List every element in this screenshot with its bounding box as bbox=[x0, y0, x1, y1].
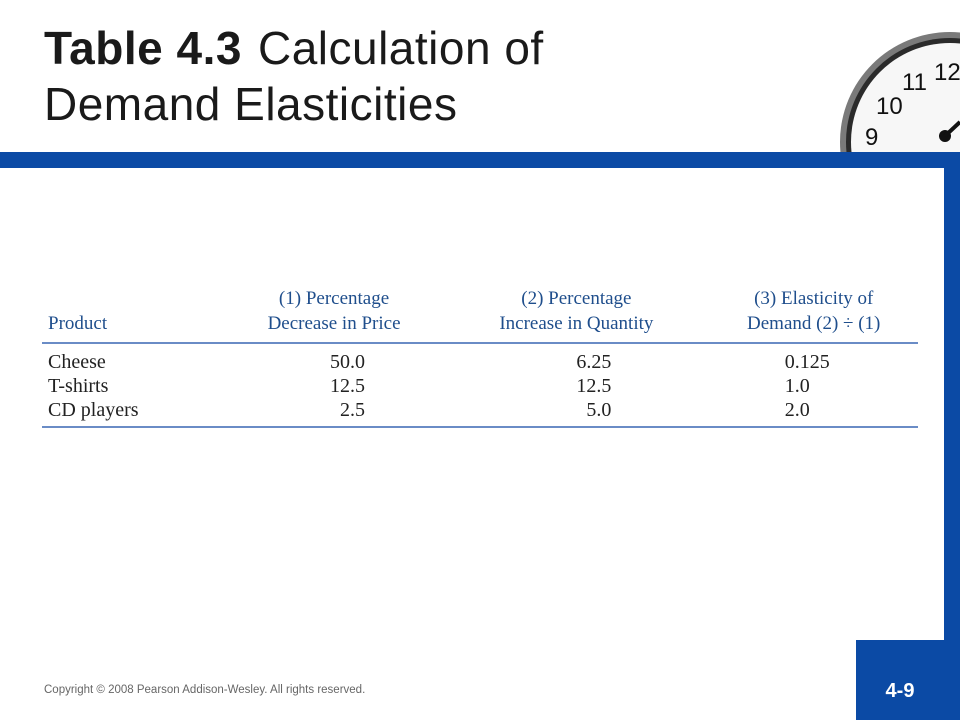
cell-price-decrease: 2.5 bbox=[224, 398, 444, 428]
cell-price-decrease: 12.5 bbox=[225, 374, 444, 398]
cell-elasticity: 1.0 bbox=[709, 374, 918, 398]
cell-quantity-increase-value: 6.25 bbox=[576, 351, 612, 373]
clock-image: 12 11 10 9 bbox=[832, 30, 960, 152]
header-price-decrease-line1: (1) Percentage bbox=[278, 288, 390, 309]
clock-graphic: 12 11 10 9 bbox=[840, 32, 960, 152]
cell-price-decrease: 50.0 bbox=[225, 343, 444, 374]
title-line1-rest: Calculation of bbox=[257, 22, 544, 74]
table-row: Cheese 50.0 6.25 0.125 bbox=[42, 343, 918, 374]
cell-elasticity: 2.0 bbox=[709, 398, 918, 428]
header-elasticity: (3) Elasticity of Demand (2) ÷ (1) bbox=[709, 284, 918, 344]
cell-quantity-increase-value: 12.5 bbox=[576, 375, 612, 397]
side-accent-bar bbox=[944, 152, 960, 720]
cell-elasticity-value: 0.125 bbox=[784, 351, 830, 373]
elasticity-table: Product (1) Percentage Decrease in Price … bbox=[42, 284, 918, 428]
header-quantity-increase-line2: Increase in Quantity bbox=[499, 313, 654, 334]
clock-numeral-11: 11 bbox=[902, 69, 927, 96]
cell-elasticity-value: 1.0 bbox=[784, 375, 810, 397]
clock-face bbox=[851, 43, 960, 152]
slide-title: Table 4.3 Calculation of Demand Elasticit… bbox=[44, 20, 544, 132]
cell-product: CD players bbox=[42, 398, 225, 428]
header-price-decrease-line2: Decrease in Price bbox=[267, 313, 401, 334]
slide-number: 4-9 bbox=[885, 680, 915, 702]
cell-product: Cheese bbox=[48, 351, 106, 373]
clock-numeral-10: 10 bbox=[876, 93, 903, 120]
header-accent-bar bbox=[0, 152, 960, 168]
header-elasticity-line2: Demand (2) ÷ (1) bbox=[747, 313, 881, 334]
title-table-number: Table 4.3 bbox=[44, 22, 242, 74]
cell-product: T-shirts bbox=[48, 375, 109, 397]
header-elasticity-line1: (3) Elasticity of bbox=[754, 288, 874, 309]
cell-price-decrease-value: 50.0 bbox=[330, 351, 366, 373]
cell-quantity-increase: 12.5 bbox=[443, 374, 709, 398]
table-row: T-shirts 12.5 12.5 1.0 bbox=[42, 374, 918, 398]
table-row: CD players 2.5 5.0 2.0 bbox=[42, 398, 918, 428]
cell-price-decrease-value: 12.5 bbox=[330, 375, 366, 397]
clock-numeral-12: 12 bbox=[934, 59, 960, 86]
header-product: Product bbox=[42, 284, 225, 344]
cell-quantity-increase: 5.0 bbox=[443, 398, 710, 428]
clock-numeral-9: 9 bbox=[865, 124, 878, 151]
header-product-label: Product bbox=[48, 313, 108, 334]
clock-hand bbox=[943, 120, 960, 138]
slide-number-box bbox=[856, 640, 960, 720]
cell-elasticity-value: 2.0 bbox=[784, 399, 810, 421]
cell-quantity-increase-value: 5.0 bbox=[586, 399, 612, 421]
cell-price-decrease-value: 2.5 bbox=[340, 399, 366, 421]
header-quantity-increase-line1: (2) Percentage bbox=[521, 288, 632, 309]
title-line2: Demand Elasticities bbox=[44, 78, 458, 130]
header-quantity-increase: (2) Percentage Increase in Quantity bbox=[443, 284, 710, 344]
cell-quantity-increase: 6.25 bbox=[443, 343, 709, 374]
cell-elasticity: 0.125 bbox=[709, 343, 918, 374]
table-header-row: Product (1) Percentage Decrease in Price … bbox=[42, 284, 918, 344]
header-price-decrease: (1) Percentage Decrease in Price bbox=[224, 284, 444, 344]
copyright-notice: Copyright © 2008 Pearson Addison-Wesley.… bbox=[44, 684, 366, 696]
